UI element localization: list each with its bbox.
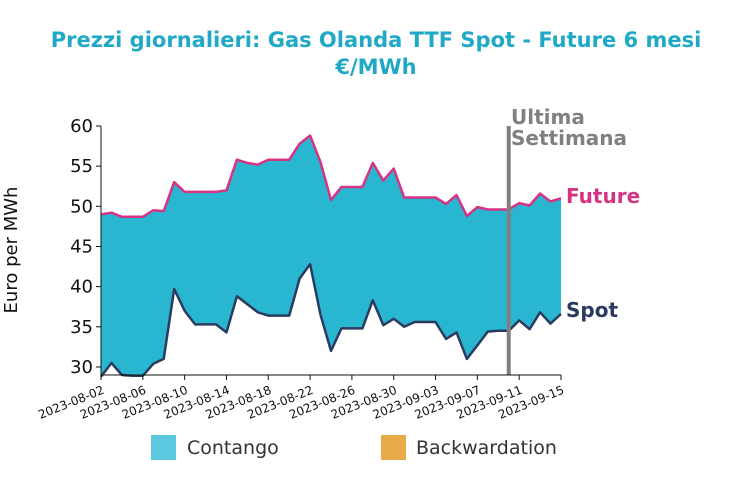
legend-swatch-backwardation <box>381 435 406 460</box>
future-series-label: Future <box>566 184 640 208</box>
legend: Contango Backwardation <box>151 435 557 460</box>
y-axis-label: Euro per MWh <box>1 187 22 314</box>
last-week-label-line-2: Settimana <box>511 126 627 150</box>
y-tick-label: 30 <box>70 357 93 378</box>
plot-area <box>100 126 562 378</box>
legend-label-contango: Contango <box>187 437 279 459</box>
chart-title-line-1: Prezzi giornalieri: Gas Olanda TTF Spot … <box>51 28 702 52</box>
spot-series-line <box>100 262 562 378</box>
contango-area <box>101 135 561 377</box>
legend-swatch-contango <box>151 435 176 460</box>
y-tick-label: 45 <box>70 236 93 257</box>
y-tick-label: 50 <box>70 196 93 217</box>
y-tick-label: 40 <box>70 277 93 298</box>
spot-series-label: Spot <box>566 298 618 322</box>
legend-label-backwardation: Backwardation <box>416 437 557 459</box>
y-axis-ticks: 30 35 40 45 50 55 60 <box>70 116 101 378</box>
future-series-line <box>100 134 562 219</box>
y-tick-label: 55 <box>70 156 93 177</box>
y-tick-label: 60 <box>70 116 93 137</box>
x-axis-ticks: 2023-08-022023-08-062023-08-102023-08-14… <box>36 375 566 422</box>
chart-title-line-2: €/MWh <box>334 55 416 79</box>
last-week-label-line-1: Ultima <box>511 105 585 129</box>
y-tick-label: 35 <box>70 317 93 338</box>
